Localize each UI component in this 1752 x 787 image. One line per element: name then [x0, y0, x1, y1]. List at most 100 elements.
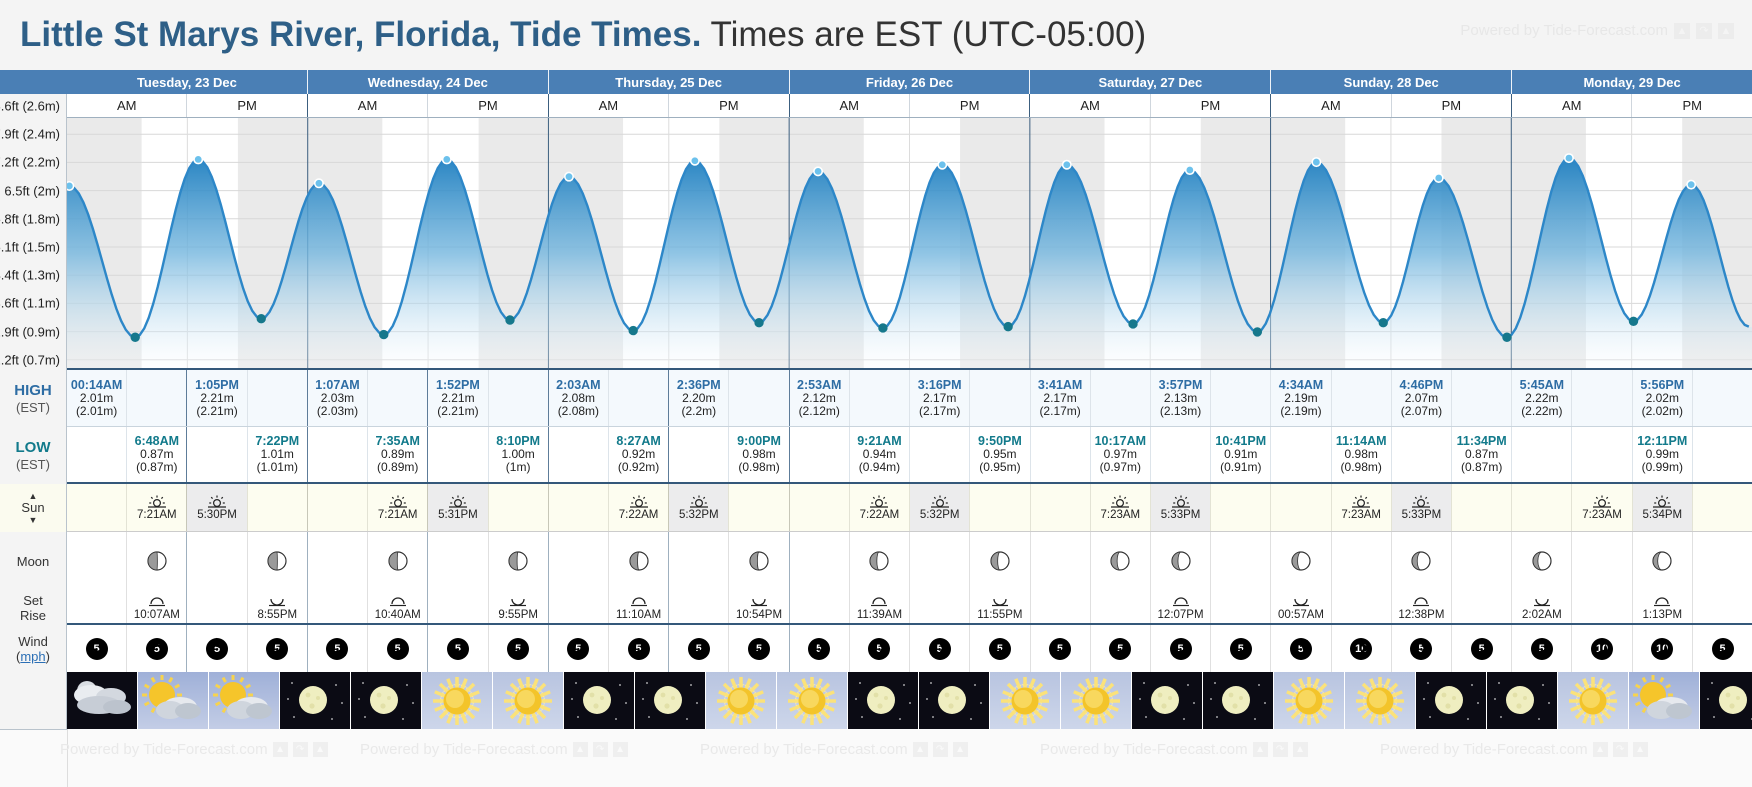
- sun-cell[interactable]: 5:32PM: [669, 484, 730, 531]
- moon-time-cell[interactable]: 10:07AM: [127, 590, 188, 623]
- sun-cell[interactable]: 7:23AM: [1572, 484, 1633, 531]
- weather-cell[interactable]: [493, 672, 564, 729]
- lighthouse-icon[interactable]: ▲: [1632, 742, 1648, 757]
- moon-phase-cell[interactable]: [248, 532, 308, 590]
- low-tide-point[interactable]: [505, 315, 515, 325]
- wind-cell[interactable]: 5 ➤: [910, 625, 971, 672]
- high-tide-point[interactable]: [193, 154, 204, 165]
- moon-time-cell[interactable]: 10:40AM: [368, 590, 429, 623]
- high-tide-point[interactable]: [1563, 153, 1574, 164]
- tide-chart-plot[interactable]: [67, 118, 1752, 370]
- high-tide-cell[interactable]: 1:07AM 2.03m (2.03m): [308, 370, 369, 426]
- wind-cell[interactable]: 5 ➤: [1452, 625, 1513, 672]
- low-tide-point[interactable]: [130, 332, 140, 342]
- wind-unit-text[interactable]: mph: [20, 648, 46, 664]
- chart-icon[interactable]: ▲: [912, 742, 928, 757]
- low-tide-point[interactable]: [1502, 332, 1512, 342]
- high-tide-point[interactable]: [1433, 172, 1444, 183]
- wind-cell[interactable]: 5 ➤: [1693, 625, 1752, 672]
- high-tide-point[interactable]: [1184, 165, 1195, 176]
- sun-cell[interactable]: 7:22AM: [850, 484, 911, 531]
- lighthouse-icon[interactable]: ▲: [312, 742, 328, 757]
- sun-cell[interactable]: 5:34PM: [1632, 484, 1693, 531]
- weather-cell[interactable]: [1700, 672, 1752, 729]
- low-tide-cell[interactable]: 9:50PM 0.95m (0.95m): [970, 427, 1031, 482]
- high-tide-cell[interactable]: 3:57PM 2.13m (2.13m): [1151, 370, 1212, 426]
- wind-cell[interactable]: 5 ➤: [368, 625, 429, 672]
- footer-powered-3[interactable]: Powered by Tide-Forecast.com ▲ ↷ ▲: [700, 741, 968, 758]
- wind-cell[interactable]: 5 ➤: [1151, 625, 1212, 672]
- low-tide-cell[interactable]: 8:27AM 0.92m (0.92m): [609, 427, 670, 482]
- low-tide-point[interactable]: [1003, 321, 1013, 332]
- weather-cell[interactable]: [1558, 672, 1629, 729]
- footer-powered-2[interactable]: Powered by Tide-Forecast.com ▲ ↷ ▲: [360, 741, 628, 758]
- weather-cell[interactable]: [351, 672, 422, 729]
- day-header-4[interactable]: Saturday, 27 Dec: [1030, 70, 1272, 94]
- moon-time-cell[interactable]: 9:55PM: [489, 590, 549, 623]
- wind-cell[interactable]: 5 ➤: [1091, 625, 1151, 672]
- low-tide-point[interactable]: [256, 313, 266, 324]
- footer-powered-4[interactable]: Powered by Tide-Forecast.com ▲ ↷ ▲: [1040, 741, 1308, 758]
- footer-powered-1[interactable]: Powered by Tide-Forecast.com ▲ ↷ ▲: [60, 741, 328, 758]
- weather-cell[interactable]: [1274, 672, 1345, 729]
- wind-unit-link[interactable]: (mph): [16, 648, 50, 664]
- wind-cell[interactable]: 5 ➤: [850, 625, 911, 672]
- wind-cell[interactable]: 5 ➤: [489, 625, 549, 672]
- high-tide-cell[interactable]: 3:16PM 2.17m (2.17m): [910, 370, 971, 426]
- moon-time-cell[interactable]: 11:39AM: [850, 590, 911, 623]
- moon-phase-cell[interactable]: [970, 532, 1031, 590]
- moon-time-cell[interactable]: 2:02AM: [1512, 590, 1573, 623]
- weather-cell[interactable]: [1345, 672, 1416, 729]
- moon-phase-cell[interactable]: [609, 532, 670, 590]
- high-tide-cell[interactable]: 2:36PM 2.20m (2.2m): [669, 370, 730, 426]
- sun-cell[interactable]: 7:21AM: [368, 484, 429, 531]
- high-tide-cell[interactable]: 3:41AM 2.17m (2.17m): [1031, 370, 1091, 426]
- moon-phase-cell[interactable]: [1633, 532, 1693, 590]
- weather-cell[interactable]: [138, 672, 209, 729]
- high-tide-point[interactable]: [1311, 157, 1322, 168]
- weather-cell[interactable]: [635, 672, 706, 729]
- high-tide-point[interactable]: [937, 159, 948, 170]
- low-tide-cell[interactable]: 11:14AM 0.98m (0.98m): [1332, 427, 1392, 482]
- low-tide-cell[interactable]: 9:21AM 0.94m (0.94m): [850, 427, 911, 482]
- wind-cell[interactable]: 5 ➤: [248, 625, 308, 672]
- sun-cell[interactable]: 7:21AM: [127, 484, 188, 531]
- weather-cell[interactable]: [1416, 672, 1487, 729]
- wind-cell[interactable]: 5 ➤: [549, 625, 609, 672]
- sun-cell[interactable]: 7:23AM: [1091, 484, 1151, 531]
- wind-cell[interactable]: 5 ➤: [308, 625, 369, 672]
- sun-cell[interactable]: 5:33PM: [1150, 484, 1212, 531]
- moon-time-cell[interactable]: 12:38PM: [1392, 590, 1453, 623]
- refresh-icon[interactable]: ↷: [592, 742, 608, 757]
- day-header-3[interactable]: Friday, 26 Dec: [790, 70, 1031, 94]
- day-header-0[interactable]: Tuesday, 23 Dec: [67, 70, 308, 94]
- low-tide-cell[interactable]: 11:34PM 0.87m (0.87m): [1452, 427, 1513, 482]
- lighthouse-icon[interactable]: ▲: [612, 742, 628, 757]
- wind-cell[interactable]: 5 ➤: [1512, 625, 1573, 672]
- sun-cell[interactable]: 5:33PM: [1391, 484, 1453, 531]
- wind-cell[interactable]: 5 ➤: [1211, 625, 1272, 672]
- moon-phase-cell[interactable]: [368, 532, 429, 590]
- sun-cell[interactable]: 5:30PM: [187, 484, 248, 531]
- wind-cell[interactable]: 5 ➤: [790, 625, 850, 672]
- refresh-icon[interactable]: ↷: [1272, 742, 1288, 757]
- high-tide-point[interactable]: [813, 166, 824, 177]
- low-tide-point[interactable]: [1378, 317, 1388, 328]
- sun-cell[interactable]: 5:31PM: [428, 484, 489, 531]
- wind-cell[interactable]: 5 ➤: [1392, 625, 1453, 672]
- chart-icon[interactable]: ▲: [1592, 742, 1608, 757]
- moon-time-cell[interactable]: 8:55PM: [248, 590, 308, 623]
- moon-time-cell[interactable]: 1:13PM: [1633, 590, 1693, 623]
- chart-icon[interactable]: ▲: [272, 742, 288, 757]
- wind-cell[interactable]: 5 ➤: [187, 625, 248, 672]
- chart-icon[interactable]: ▲: [1674, 22, 1690, 39]
- refresh-icon[interactable]: ↷: [1612, 742, 1628, 757]
- moon-time-cell[interactable]: 00:57AM: [1271, 590, 1332, 623]
- low-tide-cell[interactable]: 7:35AM 0.89m (0.89m): [368, 427, 429, 482]
- low-tide-point[interactable]: [878, 323, 888, 333]
- high-tide-cell[interactable]: 2:53AM 2.12m (2.12m): [790, 370, 850, 426]
- high-tide-cell[interactable]: 5:56PM 2.02m (2.02m): [1633, 370, 1693, 426]
- moon-time-cell[interactable]: 12:07PM: [1151, 590, 1212, 623]
- powered-by-header[interactable]: Powered by Tide-Forecast.com ▲ ↷ ▲: [1460, 22, 1734, 39]
- day-header-5[interactable]: Sunday, 28 Dec: [1271, 70, 1513, 94]
